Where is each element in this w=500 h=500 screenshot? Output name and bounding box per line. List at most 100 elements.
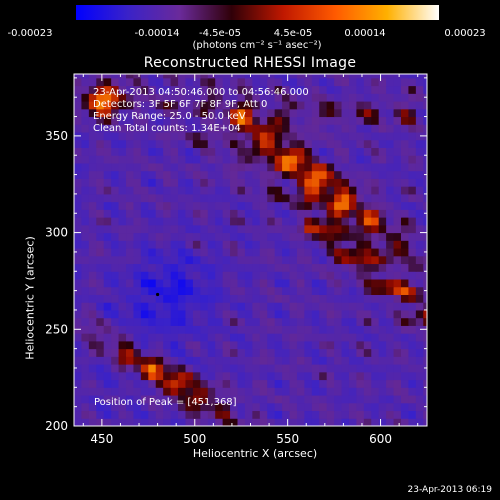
heatmap-cell bbox=[140, 255, 149, 265]
heatmap-cell bbox=[207, 356, 216, 365]
heatmap-cell bbox=[348, 209, 357, 218]
heatmap-cell bbox=[88, 139, 97, 148]
heatmap-cell bbox=[170, 317, 179, 326]
heatmap-cell bbox=[111, 139, 120, 148]
heatmap-cell bbox=[326, 93, 335, 102]
heatmap-cell bbox=[371, 155, 380, 164]
heatmap-cell bbox=[371, 132, 380, 141]
heatmap-cell bbox=[423, 217, 427, 226]
heatmap-cell bbox=[378, 116, 387, 125]
heatmap-cell bbox=[378, 74, 387, 79]
heatmap-cell bbox=[386, 77, 395, 87]
heatmap-cell bbox=[185, 333, 194, 342]
heatmap-cell bbox=[200, 217, 209, 226]
heatmap-cell bbox=[230, 317, 238, 326]
heatmap-cell bbox=[415, 410, 424, 419]
heatmap-cell bbox=[140, 132, 149, 141]
heatmap-cell bbox=[215, 108, 224, 118]
heatmap-cell bbox=[96, 124, 105, 133]
heatmap-cell bbox=[148, 147, 157, 156]
heatmap-cell bbox=[334, 170, 343, 179]
heatmap-cell bbox=[289, 209, 298, 218]
heatmap-cell bbox=[230, 286, 238, 295]
heatmap-cell bbox=[103, 294, 112, 303]
heatmap-cell bbox=[118, 325, 127, 334]
heatmap-cells bbox=[74, 74, 427, 426]
heatmap-cell bbox=[415, 402, 424, 412]
heatmap-cell bbox=[74, 147, 82, 156]
heatmap-cell bbox=[118, 333, 127, 342]
heatmap-cell bbox=[178, 271, 186, 280]
heatmap-cell bbox=[148, 333, 157, 342]
heatmap-cell bbox=[348, 170, 357, 179]
heatmap-cell bbox=[200, 395, 209, 404]
heatmap-cell bbox=[348, 294, 357, 303]
heatmap-cell bbox=[274, 309, 283, 319]
heatmap-cell bbox=[363, 248, 372, 257]
heatmap-cell bbox=[356, 255, 365, 265]
heatmap-cell bbox=[74, 402, 82, 412]
heatmap-cell bbox=[408, 309, 417, 319]
heatmap-cell bbox=[348, 379, 357, 388]
heatmap-cell bbox=[170, 124, 179, 133]
heatmap-cell bbox=[400, 85, 409, 94]
heatmap-cell bbox=[192, 124, 201, 133]
heatmap-cell bbox=[400, 224, 409, 234]
heatmap-cell bbox=[200, 348, 209, 357]
heatmap-cell bbox=[207, 224, 216, 234]
heatmap-cell bbox=[81, 170, 90, 179]
heatmap-cell bbox=[207, 147, 216, 156]
heatmap-cell bbox=[88, 325, 97, 334]
heatmap-cell bbox=[200, 193, 209, 203]
heatmap-cell bbox=[341, 132, 350, 141]
heatmap-cell bbox=[274, 209, 283, 218]
heatmap-cell bbox=[170, 263, 179, 272]
heatmap-cell bbox=[289, 101, 298, 110]
heatmap-cell bbox=[378, 139, 387, 148]
heatmap-cell bbox=[222, 418, 231, 426]
heatmap-cell bbox=[178, 132, 186, 141]
heatmap-cell bbox=[274, 74, 283, 79]
heatmap-cell bbox=[378, 263, 387, 272]
heatmap-cell bbox=[148, 340, 157, 350]
heatmap-cell bbox=[304, 325, 313, 334]
heatmap-cell bbox=[415, 240, 424, 249]
heatmap-cell bbox=[88, 255, 97, 265]
heatmap-cell bbox=[192, 77, 201, 87]
heatmap-cell bbox=[304, 193, 313, 203]
heatmap-cell bbox=[304, 93, 313, 102]
heatmap-cell bbox=[244, 248, 253, 257]
heatmap-cell bbox=[185, 263, 194, 272]
heatmap-cell bbox=[140, 302, 149, 311]
heatmap-cell bbox=[170, 224, 179, 234]
heatmap-cell bbox=[378, 395, 387, 404]
heatmap-cell bbox=[185, 348, 194, 357]
heatmap-cell bbox=[408, 263, 417, 272]
heatmap-cell bbox=[178, 77, 186, 87]
tick-label: 350 bbox=[45, 129, 68, 143]
heatmap-cell bbox=[170, 333, 179, 342]
heatmap-cell bbox=[140, 178, 149, 187]
heatmap-cell bbox=[215, 410, 224, 419]
heatmap-cell bbox=[185, 379, 194, 388]
heatmap-cell bbox=[400, 116, 409, 125]
heatmap-cell bbox=[126, 232, 134, 241]
detectors-annotation: Detectors: 3F 5F 6F 7F 8F 9F, Att 0 bbox=[93, 99, 268, 110]
heatmap-cell bbox=[356, 93, 365, 102]
heatmap-cell bbox=[423, 317, 427, 326]
heatmap-cell bbox=[200, 147, 209, 156]
heatmap-cell bbox=[200, 286, 209, 295]
heatmap-cell bbox=[237, 418, 246, 426]
heatmap-cell bbox=[356, 124, 365, 133]
heatmap-cell bbox=[178, 317, 186, 326]
heatmap-cell bbox=[400, 232, 409, 241]
heatmap-cell bbox=[178, 402, 186, 412]
heatmap-cell bbox=[259, 124, 268, 133]
heatmap-cell bbox=[341, 116, 350, 125]
heatmap-cell bbox=[163, 410, 172, 419]
heatmap-cell bbox=[96, 139, 105, 148]
heatmap-cell bbox=[244, 302, 253, 311]
heatmap-cell bbox=[386, 395, 395, 404]
heatmap-cell bbox=[126, 77, 134, 87]
heatmap-cell bbox=[215, 348, 224, 357]
